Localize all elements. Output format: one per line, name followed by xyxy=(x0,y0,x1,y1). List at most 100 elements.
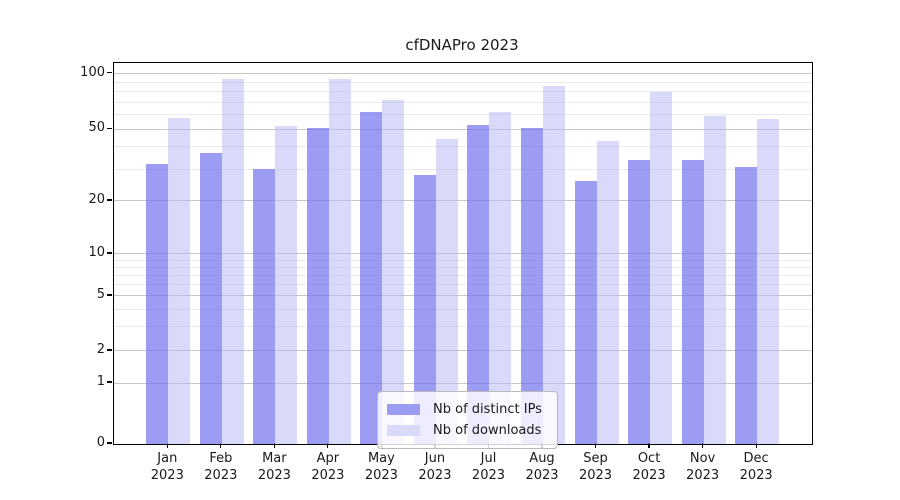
y-tick-label: 1 xyxy=(96,374,105,389)
x-tick-year: 2023 xyxy=(418,468,452,483)
x-tick-label: Jun 2023 xyxy=(407,450,463,484)
bar-downloads-apr xyxy=(328,79,351,444)
gridline-major xyxy=(114,128,812,130)
x-tick-year: 2023 xyxy=(257,468,291,483)
bar-downloads-jan xyxy=(168,117,191,444)
y-tick-mark xyxy=(107,349,112,351)
x-tick-year: 2023 xyxy=(204,468,238,483)
y-tick-label: 100 xyxy=(80,64,105,80)
y-tick-mark xyxy=(107,127,112,130)
gridline-major xyxy=(114,200,812,202)
gridline-minor xyxy=(114,308,812,310)
bar-distinct-ips-mar xyxy=(253,169,276,444)
x-tick-mark xyxy=(220,443,222,448)
y-tick-label: 2 xyxy=(96,341,105,357)
legend-swatch-downloads xyxy=(387,425,420,436)
gridline-major xyxy=(114,73,812,74)
bar-distinct-ips-may xyxy=(360,112,383,444)
x-tick-mark xyxy=(273,443,275,448)
bar-downloads-dec xyxy=(757,118,780,444)
legend-item-downloads: Nb of downloads xyxy=(387,420,547,441)
chart-title: cfDNAPro 2023 xyxy=(405,36,519,54)
x-tick-year: 2023 xyxy=(364,468,398,483)
x-tick-mark xyxy=(166,443,168,448)
y-tick-label: 10 xyxy=(88,244,105,260)
bar-distinct-ips-nov xyxy=(681,159,704,444)
x-tick-month: Oct xyxy=(637,451,661,466)
bar-downloads-jul xyxy=(489,112,512,444)
bar-downloads-oct xyxy=(650,91,673,444)
y-tick-mark xyxy=(107,294,112,296)
bar-distinct-ips-jun xyxy=(413,174,436,444)
x-tick-month: Nov xyxy=(689,451,716,466)
legend-swatch-distinct-ips xyxy=(387,404,420,415)
y-tick-mark xyxy=(107,252,112,254)
x-tick-label: Aug 2023 xyxy=(514,450,570,484)
x-tick-label: Oct 2023 xyxy=(621,450,677,484)
gridline-minor xyxy=(114,284,812,286)
gridline-minor xyxy=(114,146,812,148)
bar-distinct-ips-feb xyxy=(199,153,222,444)
x-tick-mark xyxy=(755,443,757,448)
gridline-minor xyxy=(114,101,812,103)
y-tick-label: 20 xyxy=(88,191,105,207)
x-tick-label: Apr 2023 xyxy=(300,450,356,484)
x-tick-mark xyxy=(327,443,329,448)
legend-label-distinct-ips: Nb of distinct IPs xyxy=(433,402,542,417)
y-tick-label: 0 xyxy=(96,435,105,450)
bar-distinct-ips-jul xyxy=(467,124,490,444)
x-tick-label: Nov 2023 xyxy=(675,450,731,484)
bar-downloads-aug xyxy=(543,85,565,444)
x-tick-month: Jul xyxy=(480,451,497,466)
gridline-minor xyxy=(114,326,812,328)
x-tick-month: Jun xyxy=(424,451,446,466)
x-tick-year: 2023 xyxy=(632,468,666,483)
x-tick-month: May xyxy=(367,451,395,466)
x-tick-month: Apr xyxy=(316,451,340,466)
x-tick-mark xyxy=(648,443,650,448)
x-tick-label: Jan 2023 xyxy=(139,450,195,484)
x-tick-label: Jul 2023 xyxy=(460,450,516,484)
y-tick-mark xyxy=(107,71,112,74)
bar-distinct-ips-apr xyxy=(306,127,329,444)
gridline-minor xyxy=(114,267,812,268)
bar-distinct-ips-jan xyxy=(146,164,169,444)
x-tick-month: Feb xyxy=(209,451,233,466)
plot-area: Nb of distinct IPs Nb of downloads xyxy=(113,62,813,449)
bar-distinct-ips-oct xyxy=(628,159,651,444)
bar-downloads-jun xyxy=(435,139,458,444)
bar-distinct-ips-dec xyxy=(735,166,758,444)
x-tick-month: Mar xyxy=(262,451,287,466)
y-tick-label: 5 xyxy=(96,286,105,302)
x-tick-mark xyxy=(702,443,704,448)
x-tick-year: 2023 xyxy=(578,468,613,483)
legend-item-distinct-ips: Nb of distinct IPs xyxy=(387,399,547,420)
bar-downloads-feb xyxy=(221,79,244,444)
y-tick-label: 50 xyxy=(88,120,105,136)
x-tick-label: May 2023 xyxy=(353,450,409,484)
bar-distinct-ips-aug xyxy=(521,127,543,444)
x-tick-year: 2023 xyxy=(311,468,345,483)
x-tick-month: Jan xyxy=(157,451,178,466)
gridline-minor xyxy=(114,91,812,93)
legend-label-downloads: Nb of downloads xyxy=(433,423,542,438)
x-tick-year: 2023 xyxy=(150,468,184,483)
y-tick-mark xyxy=(107,381,112,383)
legend: Nb of distinct IPs Nb of downloads xyxy=(377,391,558,449)
x-tick-year: 2023 xyxy=(739,468,773,483)
x-tick-month: Dec xyxy=(743,451,769,466)
gridline-minor xyxy=(114,114,812,116)
gridline-minor xyxy=(114,275,812,277)
gridline-major xyxy=(114,253,812,255)
gridline-minor xyxy=(114,259,812,261)
x-tick-month: Aug xyxy=(529,451,555,466)
bar-downloads-may xyxy=(382,100,405,444)
x-tick-label: Feb 2023 xyxy=(193,450,249,484)
x-tick-year: 2023 xyxy=(525,468,559,483)
x-tick-year: 2023 xyxy=(686,468,720,483)
gridline-major xyxy=(114,350,812,352)
bar-distinct-ips-sep xyxy=(574,180,597,444)
x-tick-mark xyxy=(594,443,597,448)
gridline-major xyxy=(114,382,812,384)
